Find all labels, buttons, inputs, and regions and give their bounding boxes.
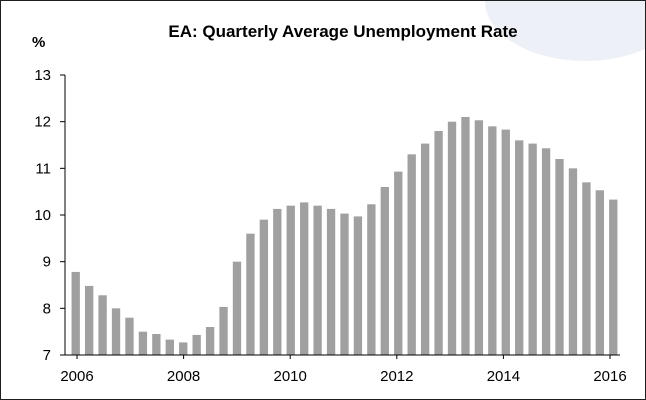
bar bbox=[582, 182, 591, 355]
x-tick-label: 2014 bbox=[487, 368, 520, 385]
bar bbox=[71, 271, 80, 355]
chart-title: EA: Quarterly Average Unemployment Rate bbox=[168, 22, 518, 41]
bar bbox=[179, 342, 188, 355]
bar bbox=[461, 117, 470, 355]
y-tick-label: 8 bbox=[43, 300, 51, 317]
y-tick-label: 11 bbox=[35, 160, 51, 177]
bar bbox=[488, 126, 497, 355]
bar bbox=[273, 208, 282, 355]
bar bbox=[367, 204, 376, 355]
bar bbox=[138, 331, 148, 355]
bar bbox=[205, 327, 215, 355]
bar bbox=[84, 285, 94, 355]
bar bbox=[111, 308, 121, 355]
bar bbox=[259, 219, 269, 355]
bar bbox=[340, 213, 349, 355]
bar bbox=[528, 143, 537, 355]
bar bbox=[609, 199, 618, 355]
bar bbox=[353, 216, 363, 355]
bar bbox=[192, 334, 201, 355]
y-axis-label: % bbox=[32, 34, 46, 51]
bar bbox=[501, 129, 510, 355]
bar bbox=[380, 187, 389, 355]
x-tick-label: 2010 bbox=[274, 368, 307, 385]
bar bbox=[434, 131, 443, 355]
bar bbox=[232, 261, 242, 355]
bar bbox=[474, 120, 484, 356]
x-tick-label: 2016 bbox=[593, 368, 626, 385]
bar bbox=[420, 143, 430, 355]
y-tick-label: 7 bbox=[43, 347, 51, 364]
bar bbox=[313, 205, 322, 355]
bar bbox=[595, 190, 605, 355]
y-tick-label: 9 bbox=[43, 254, 51, 271]
bar bbox=[125, 317, 134, 355]
bar bbox=[326, 208, 336, 355]
bar bbox=[515, 140, 524, 355]
bar bbox=[286, 205, 295, 355]
y-tick-label: 13 bbox=[34, 67, 51, 84]
x-tick-label: 2012 bbox=[380, 368, 413, 385]
bar bbox=[165, 339, 174, 355]
y-tick-label: 10 bbox=[34, 207, 51, 224]
bar bbox=[568, 168, 578, 355]
bar bbox=[246, 233, 255, 355]
bar bbox=[394, 171, 403, 355]
bar bbox=[447, 121, 457, 355]
bar bbox=[541, 148, 551, 355]
x-tick-label: 2006 bbox=[60, 368, 93, 385]
bar bbox=[98, 295, 107, 355]
bar bbox=[219, 306, 228, 355]
x-tick-label: 2008 bbox=[167, 368, 200, 385]
bar bbox=[555, 159, 564, 355]
bar bbox=[152, 334, 161, 355]
bar bbox=[300, 202, 309, 355]
bar bbox=[407, 154, 416, 355]
y-tick-label: 12 bbox=[34, 114, 51, 131]
